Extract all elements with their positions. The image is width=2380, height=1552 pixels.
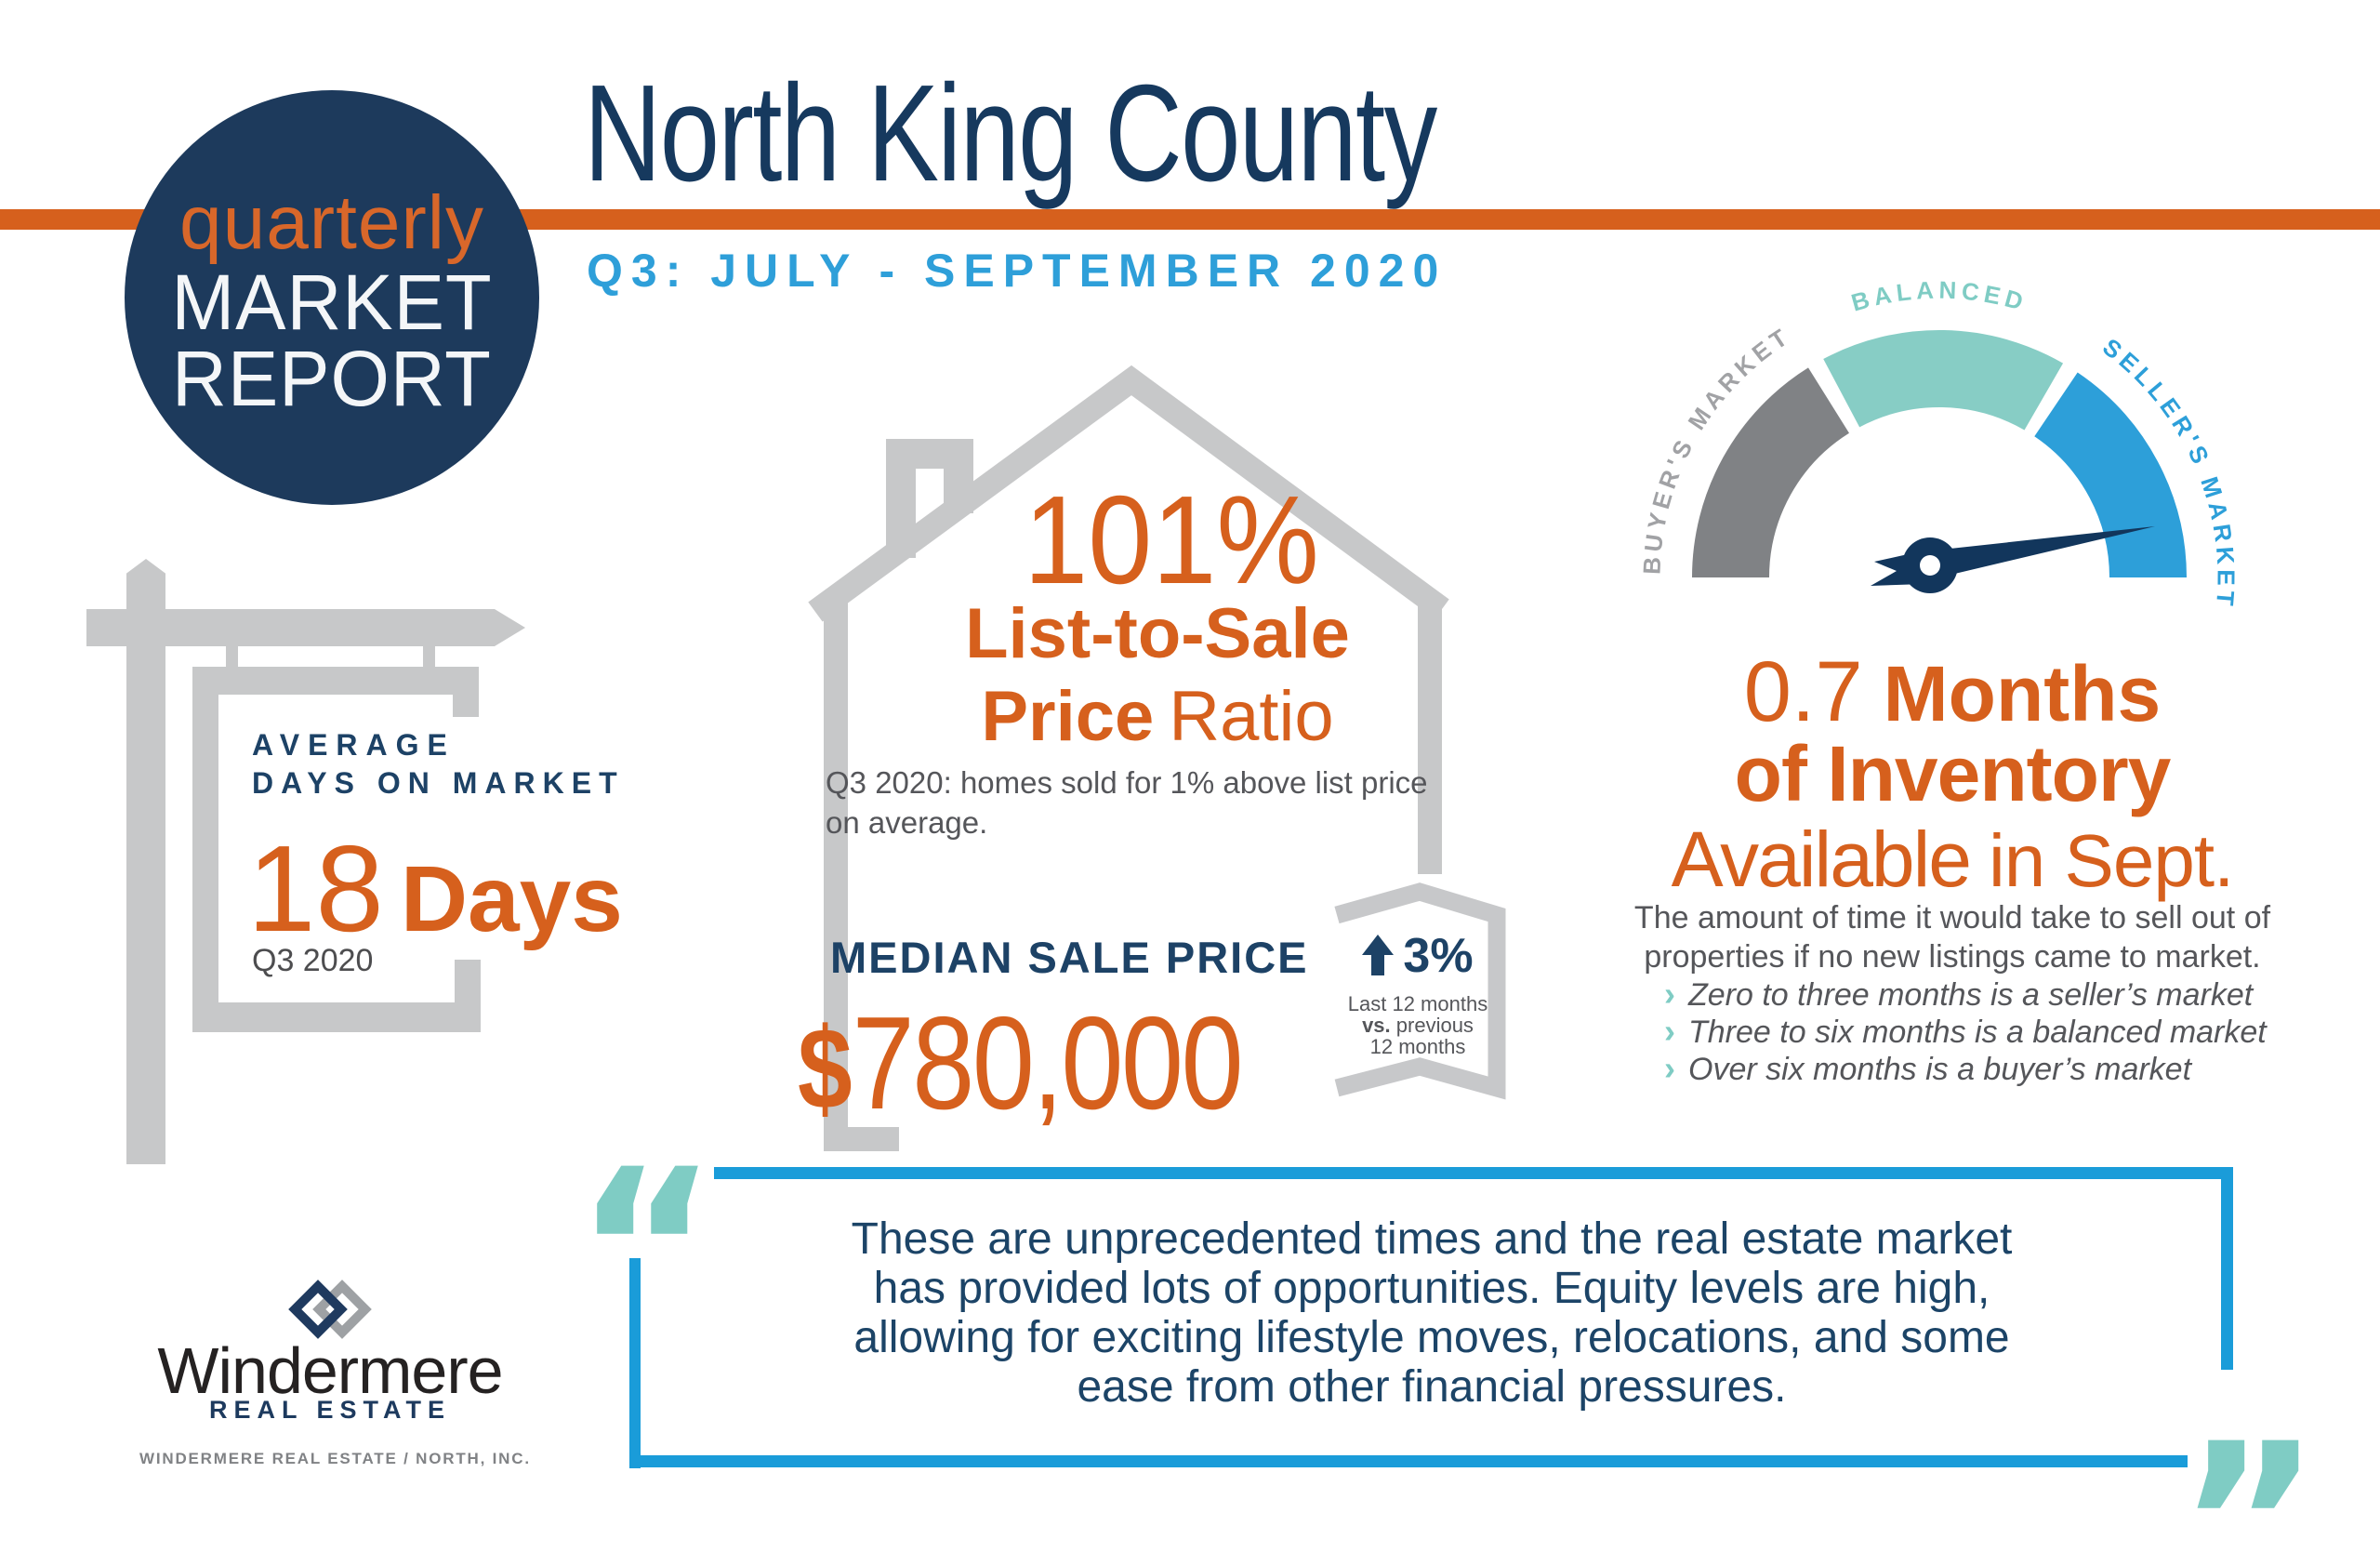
currency-symbol: $ [798,1005,853,1134]
days-on-market-number: 18 [247,820,384,957]
list-to-sale-value: 101% [1024,470,1319,610]
list-item: › Three to six months is a balanced marke… [1664,1012,2267,1051]
inventory-value: 0.7 [1743,644,1863,739]
brand-division: REAL ESTATE [208,1396,451,1424]
page-subtitle: Q3: JULY - SEPTEMBER 2020 [587,245,1448,297]
sign-hanger-left [226,646,238,670]
gauge-arc-buyers-market [1692,367,1850,578]
gauge-arc-sellers-market [2033,372,2187,578]
badge-word-quarterly: quarterly [178,180,485,265]
change-ribbon-graphic [1334,882,1506,1100]
median-sale-price-label: MEDIAN SALE PRICE [830,933,1309,982]
list-item: › Over six months is a buyer’s market [1664,1049,2267,1088]
bullet-balanced-market: Three to six months is a balanced market [1688,1015,2267,1050]
bullet-sellers-market: Zero to three months is a seller’s marke… [1688,977,2254,1013]
inventory-available-word: Available [1671,816,1972,903]
house-chimney [886,439,973,558]
list-to-sale-description: Q3 2020: homes sold for 1% above list pr… [826,763,1428,842]
list-to-sale-description-line2: on average. [826,805,988,840]
sign-hanger-right [423,646,435,670]
ribbon-outline [1334,882,1506,1100]
bullet-buyers-market: Over six months is a buyer’s market [1688,1052,2192,1087]
inventory-value-line: 0.7 Months [1627,643,2278,741]
chevron-right-icon: › [1664,975,1675,1013]
quarterly-market-report-badge: quarterly MARKET REPORT [125,90,539,505]
list-to-sale-price-word: Price [981,677,1155,756]
price-change-note-line2: vs. previous [1331,1015,1504,1036]
list-to-sale-label-line2: Price Ratio [892,676,1422,757]
list-to-sale-ratio-word: Ratio [1169,677,1334,756]
gauge-needle-hub-hole [1920,555,1940,576]
price-change-note-line3: 12 months [1369,1035,1466,1058]
inventory-label-line3: Available in Sept. [1580,815,2324,905]
days-on-market-value: 18 Days [247,818,623,959]
inventory-bullet-list: › Zero to three months is a seller’s mark… [1664,976,2267,1088]
sign-arm-graphic [86,609,525,646]
sign-frame-stub-bottom-right [455,960,481,1004]
badge-word-market: MARKET [171,259,493,346]
inventory-month-word: in Sept. [1989,819,2234,902]
median-sale-price-value: $780,000 [798,988,1244,1140]
quote-line1: These are unprecedented times and the re… [851,1214,2013,1264]
windermere-logo-mark [288,1280,372,1339]
quote-text: These are unprecedented times and the re… [707,1214,2157,1412]
days-on-market-period: Q3 2020 [252,943,374,978]
badge-word-report: REPORT [172,335,492,422]
quote-line4: ease from other financial pressures. [1077,1362,1787,1412]
inventory-label-line2: of Inventory [1734,730,2172,817]
brand-office-line: WINDERMERE REAL ESTATE / NORTH, INC. [139,1450,531,1467]
sign-frame-stub-top-right [453,695,479,717]
house-roof [808,365,1449,622]
chevron-right-icon: › [1664,1012,1675,1050]
house-outline-graphic [808,365,1449,1151]
price-change-note-previous: previous [1395,1014,1474,1037]
days-on-market-label-line1: AVERAGE [252,728,456,762]
sign-post-graphic [126,559,165,1164]
days-on-market-unit: Days [400,847,623,951]
brand-name: Windermere [157,1334,503,1407]
inventory-description-line2: properties if no new listings came to ma… [1644,939,2261,975]
list-to-sale-label-line1: List-to-Sale [965,594,1350,673]
gauge-label-balanced: BALANCED [1848,276,2030,317]
inventory-unit: Months [1883,650,2162,737]
price-change-note: Last 12 months vs. previous 12 months [1331,993,1504,1057]
logo-diamond-navy [288,1280,348,1339]
sign-frame-left [192,667,218,1032]
gauge-needle [1927,526,2155,580]
inventory-description-line1: The amount of time it would take to sell… [1633,900,2271,935]
price-change-value: 3% [1403,929,1474,983]
median-sale-price-number: 780,000 [852,989,1244,1137]
list-to-sale-description-line1: Q3 2020: homes sold for 1% above list pr… [826,765,1428,800]
market-gauge: BUYER'S MARKET BALANCED SELLER'S MARKET [1637,276,2235,612]
quote-line2: has provided lots of opportunities. Equi… [873,1264,1990,1313]
price-change-note-line1: Last 12 months [1347,992,1488,1015]
price-change-badge: 3% [1331,928,1504,984]
sign-frame-bottom [192,1002,481,1032]
list-item: › Zero to three months is a seller’s mark… [1664,975,2267,1014]
up-arrow-icon [1362,935,1395,975]
inventory-description: The amount of time it would take to sell… [1580,898,2324,976]
days-on-market-label-line2: DAYS ON MARKET [252,766,625,800]
quote-border-top [714,1167,2233,1179]
sign-frame-top [192,667,479,695]
price-change-note-vs: vs. [1362,1014,1391,1037]
quote-border-left [629,1258,641,1468]
page-title: North King County [584,57,1437,210]
orange-divider-rule [0,209,2380,230]
quote-border-bottom [629,1455,2188,1467]
quote-border-right [2221,1167,2233,1370]
quote-line3: allowing for exciting lifestyle moves, r… [853,1313,2010,1362]
gauge-arc-balanced [1823,329,2064,431]
chevron-right-icon: › [1664,1049,1675,1087]
